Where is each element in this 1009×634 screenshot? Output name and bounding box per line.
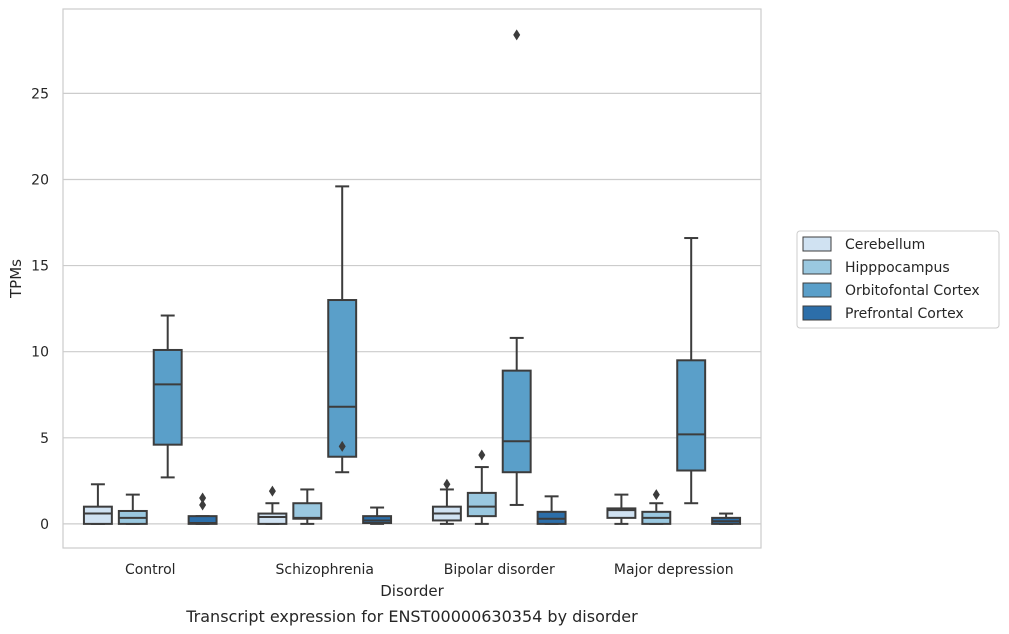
iqr-box <box>152 348 183 446</box>
box-prefrontal-cortex <box>536 495 567 525</box>
outlier-point <box>338 440 346 452</box>
iqr-box <box>466 491 497 518</box>
x-tick-label: Control <box>125 562 176 578</box>
x-tick-labels: Control Schizophrenia Bipolar disorder Majo… <box>125 562 734 578</box>
y-tick-labels: 0 5 10 15 20 25 <box>31 86 49 533</box>
outlier-point <box>478 449 486 461</box>
box-hipppocampus <box>641 489 672 525</box>
box-hipppocampus <box>466 449 497 525</box>
y-tick-label: 20 <box>31 172 49 188</box>
legend-swatch <box>802 282 832 298</box>
y-tick-label: 25 <box>31 86 49 102</box>
y-tick-label: 5 <box>40 431 49 447</box>
legend-label: Prefrontal Cortex <box>845 306 964 322</box>
iqr-box <box>501 369 532 474</box>
outlier-point <box>513 29 521 41</box>
legend-swatch <box>802 305 832 321</box>
x-axis-label: Disorder <box>380 582 444 600</box>
box-series <box>82 29 742 525</box>
iqr-box <box>292 502 323 520</box>
legend: Cerebellum Hipppocampus Orbitofontal Corte… <box>796 230 1000 329</box>
y-tick-label: 10 <box>31 345 49 361</box>
outlier-point <box>199 499 207 511</box>
outlier-point <box>443 478 451 490</box>
y-tick-label: 15 <box>31 259 49 275</box>
legend-swatch <box>802 236 832 252</box>
box-orbitofontal-cortex <box>676 237 707 505</box>
box-orbitofontal-cortex <box>501 29 532 506</box>
plot-frame <box>62 8 762 549</box>
box-orbitofontal-cortex <box>327 185 358 474</box>
box-cerebellum <box>431 478 462 525</box>
x-tick-label: Bipolar disorder <box>444 562 555 578</box>
legend-label: Hipppocampus <box>845 260 950 276</box>
box-prefrontal-cortex <box>711 512 742 525</box>
outlier-point <box>652 489 660 501</box>
legend-label: Cerebellum <box>845 237 925 253</box>
box-prefrontal-cortex <box>187 492 218 525</box>
iqr-box <box>257 512 288 525</box>
box-cerebellum <box>606 493 637 525</box>
box-prefrontal-cortex <box>362 506 393 525</box>
iqr-box <box>82 505 113 525</box>
iqr-box <box>676 359 707 472</box>
legend-swatch <box>802 259 832 275</box>
y-tick-label: 0 <box>40 517 49 533</box>
legend-frame <box>796 230 1000 329</box>
box-hipppocampus <box>292 488 323 525</box>
box-cerebellum <box>82 483 113 525</box>
box-hipppocampus <box>117 493 148 525</box>
x-tick-label: Major depression <box>614 562 734 578</box>
iqr-box <box>327 299 358 458</box>
outlier-point <box>268 485 276 497</box>
iqr-box <box>606 507 637 519</box>
box-orbitofontal-cortex <box>152 314 183 479</box>
x-tick-label: Schizophrenia <box>276 562 374 578</box>
box-cerebellum <box>257 485 288 525</box>
y-axis-label: TPMs <box>7 259 25 299</box>
outlier-point <box>199 492 207 504</box>
chart-caption: Transcript expression for ENST0000063035… <box>185 607 638 626</box>
legend-label: Orbitofontal Cortex <box>845 283 980 299</box>
